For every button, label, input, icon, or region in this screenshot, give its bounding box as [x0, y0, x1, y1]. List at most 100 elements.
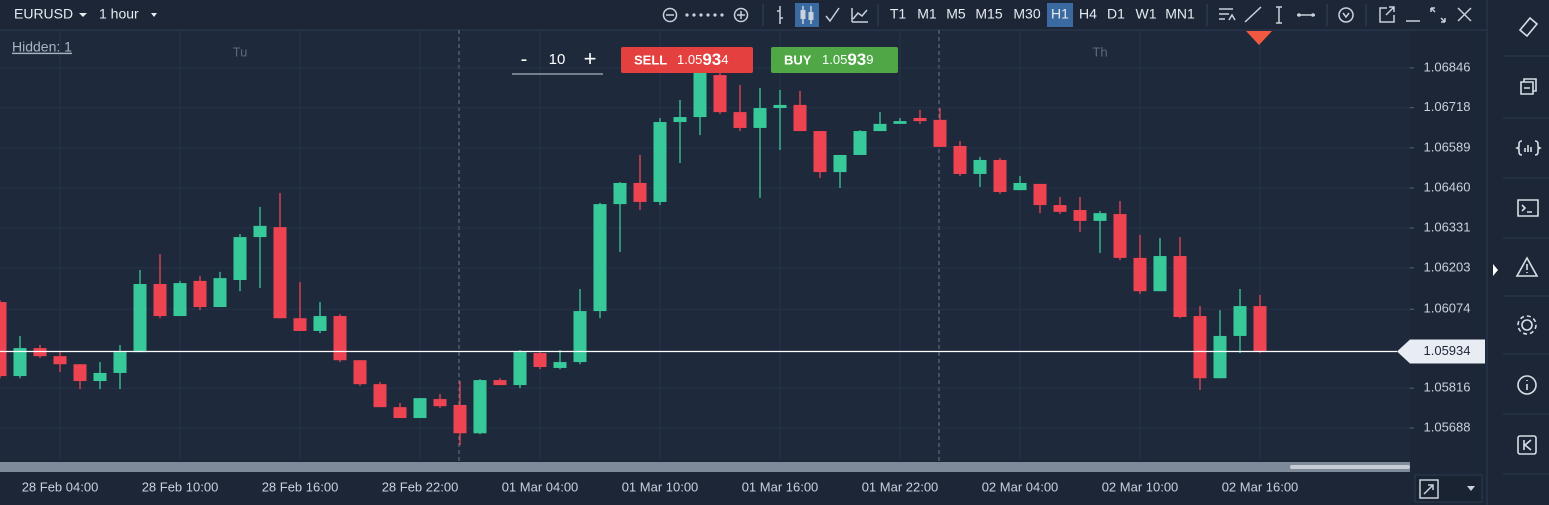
- candle-body: [33, 348, 47, 357]
- candle-body: [1073, 210, 1087, 221]
- timeframe-option[interactable]: H4: [1079, 6, 1097, 22]
- k-icon[interactable]: [1517, 435, 1537, 455]
- settings-icon[interactable]: [1521, 319, 1533, 331]
- candle-body: [173, 283, 187, 317]
- increase-quantity[interactable]: +: [584, 46, 597, 71]
- active-timeframe: [1047, 3, 1073, 27]
- sell-button[interactable]: [621, 47, 753, 73]
- active-chart-type[interactable]: [795, 3, 819, 27]
- candle-body: [193, 280, 207, 308]
- candle-body: [513, 352, 527, 386]
- x-tick-label: 28 Feb 04:00: [22, 479, 99, 494]
- timeframe-option[interactable]: MN1: [1165, 6, 1195, 22]
- scrollbar-thumb[interactable]: [1290, 465, 1410, 469]
- candle-body: [933, 119, 947, 147]
- zoom-out[interactable]: [662, 7, 678, 23]
- candle-body: [53, 356, 67, 365]
- decrease-quantity[interactable]: -: [521, 48, 528, 70]
- zoom-controls[interactable]: [662, 7, 749, 23]
- sell-price[interactable]: 1.05934: [677, 50, 728, 69]
- layers-icon[interactable]: [1520, 78, 1537, 95]
- zoom-dot: [706, 13, 710, 17]
- autoscale-icon[interactable]: [1419, 479, 1439, 499]
- candle-body: [733, 112, 747, 128]
- dropdown-arrow[interactable]: [151, 13, 157, 17]
- timeframe-option[interactable]: M1: [917, 6, 937, 22]
- sell-label[interactable]: SELL: [634, 52, 667, 67]
- expand-arrow[interactable]: [1493, 264, 1498, 276]
- quantity[interactable]: 10: [549, 51, 566, 68]
- scroll-to-end-marker[interactable]: [1246, 31, 1272, 45]
- line-chart-icon[interactable]: [825, 7, 840, 23]
- sidebar-bg: [1487, 0, 1549, 505]
- dropdown-arrow[interactable]: [79, 13, 87, 17]
- symbol[interactable]: EURUSD: [14, 6, 73, 22]
- candle-body: [1233, 306, 1247, 336]
- timeframe-option[interactable]: H1: [1051, 6, 1069, 22]
- bar-chart-icon[interactable]: [777, 6, 783, 24]
- candle-body: [453, 404, 467, 434]
- candle-body: [13, 348, 27, 377]
- buy-label[interactable]: BUY: [784, 52, 812, 67]
- candle-body: [293, 318, 307, 331]
- candle-body: [713, 75, 727, 113]
- area-chart-icon[interactable]: [851, 8, 868, 23]
- maximize-icon[interactable]: [1430, 7, 1446, 23]
- vertical-line-icon[interactable]: [1276, 6, 1282, 24]
- y-tick-label: 1.06846: [1424, 59, 1471, 74]
- candle-body: [753, 108, 767, 128]
- trendline-icon[interactable]: [1244, 6, 1262, 23]
- price-part: 1.05: [822, 52, 847, 67]
- current-price-label: 1.05934: [1424, 343, 1471, 358]
- candle-body: [213, 278, 227, 308]
- candle-body: [993, 159, 1007, 192]
- candle-body: [653, 122, 667, 202]
- candle-body: [953, 145, 967, 174]
- scrollbar[interactable]: [0, 462, 1410, 472]
- zoom-dot: [713, 13, 717, 17]
- y-tick-label: 1.06718: [1424, 99, 1471, 114]
- zoom-in[interactable]: [733, 7, 749, 23]
- settings-circle-icon[interactable]: [1338, 7, 1354, 23]
- timeframe-option[interactable]: M15: [975, 6, 1002, 22]
- candle-body: [633, 182, 647, 202]
- timeframe-option[interactable]: M30: [1013, 6, 1040, 22]
- y-tick-label: 1.05688: [1424, 419, 1471, 434]
- x-tick-label: 01 Mar 16:00: [742, 479, 819, 494]
- popout-icon[interactable]: [1379, 6, 1395, 23]
- candle-body: [773, 104, 787, 109]
- indicators-icon[interactable]: [1219, 8, 1236, 21]
- info-icon[interactable]: [1517, 375, 1537, 395]
- terminal-icon[interactable]: [1517, 199, 1539, 217]
- timeframe-option[interactable]: T1: [890, 6, 907, 22]
- current-price-tag: [1397, 339, 1485, 364]
- timeframe[interactable]: 1 hour: [99, 6, 139, 22]
- timeframe-option[interactable]: D1: [1107, 6, 1125, 22]
- candle-body: [813, 131, 827, 173]
- candle-body: [1033, 183, 1047, 206]
- scripts-icon[interactable]: [1515, 140, 1542, 156]
- day-label: Tu: [233, 44, 248, 59]
- hidden-objects[interactable]: Hidden: 1: [12, 39, 72, 55]
- candle-body: [893, 121, 907, 124]
- x-tick-label: 02 Mar 04:00: [982, 479, 1059, 494]
- candle-body: [393, 407, 407, 419]
- x-tick-label: 28 Feb 16:00: [262, 479, 339, 494]
- dropdown-arrow[interactable]: [1467, 486, 1475, 491]
- day-label: Th: [1092, 44, 1107, 59]
- timeframe-option[interactable]: M5: [946, 6, 966, 22]
- buy-button[interactable]: [771, 47, 898, 73]
- buy-price[interactable]: 1.05939: [822, 50, 873, 69]
- x-tick-label: 28 Feb 22:00: [382, 479, 459, 494]
- settings-icon-teeth: [1517, 315, 1537, 335]
- candle-body: [113, 352, 127, 373]
- alert-icon[interactable]: [1515, 256, 1539, 277]
- candle-body: [1173, 256, 1187, 317]
- eraser-icon[interactable]: [1518, 16, 1539, 38]
- candle-body: [233, 237, 247, 280]
- chevron: [1342, 12, 1350, 19]
- timeframe-option[interactable]: W1: [1136, 6, 1157, 22]
- close-icon[interactable]: [1457, 7, 1472, 22]
- candle-body: [0, 302, 7, 377]
- candle-body: [913, 117, 927, 122]
